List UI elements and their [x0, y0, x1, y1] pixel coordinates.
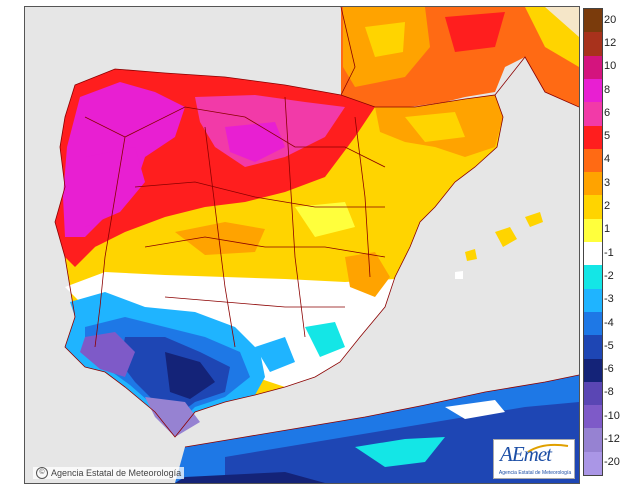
legend-swatch: [584, 78, 602, 103]
legend-swatch: [584, 358, 602, 383]
legend-label: 3: [604, 176, 611, 189]
legend-swatch: [584, 335, 602, 359]
legend-label: 5: [604, 130, 611, 143]
legend-swatch: [584, 148, 602, 173]
copyright-icon: ©: [36, 467, 48, 479]
legend-swatch: [584, 405, 602, 429]
legend-label: -5: [604, 339, 614, 352]
legend-label: 2: [604, 200, 611, 213]
credit-text: Agencia Estatal de Meteorología: [51, 468, 182, 478]
temperature-anomaly-map: © Agencia Estatal de Meteorología AEmet …: [24, 6, 580, 484]
legend-swatch: [584, 172, 602, 196]
legend-swatch: [584, 242, 602, 266]
iberia-region: [55, 69, 503, 437]
copyright-notice: © Agencia Estatal de Meteorología: [33, 467, 185, 479]
map-canvas: [25, 7, 579, 483]
legend-label: -20: [604, 456, 620, 469]
logo-swoosh-icon: [527, 443, 569, 453]
legend-label: -12: [604, 433, 620, 446]
legend-label: 10: [604, 60, 617, 73]
legend-label: 12: [604, 36, 617, 49]
legend-label: 20: [604, 13, 617, 26]
legend-swatch: [584, 32, 602, 57]
logo-subtitle: Agencia Estatal de Meteorología: [498, 470, 572, 476]
legend-label: 8: [604, 83, 611, 96]
legend-label: 4: [604, 153, 611, 166]
legend-label: -1: [604, 246, 614, 259]
legend-swatch: [584, 195, 602, 220]
legend-swatch: [584, 55, 602, 80]
legend-label: -2: [604, 269, 614, 282]
legend-swatch: [584, 381, 602, 406]
color-scale-legend: [583, 8, 603, 476]
legend-swatch: [584, 218, 602, 243]
legend-swatch: [584, 102, 602, 126]
legend-swatch: [584, 265, 602, 290]
legend-label: -10: [604, 409, 620, 422]
logo-mark: AEmet: [500, 442, 552, 466]
legend-swatch: [584, 9, 602, 33]
borders: [54, 7, 579, 448]
legend-label: 6: [604, 106, 611, 119]
legend-swatch: [584, 125, 602, 150]
legend-swatch: [584, 288, 602, 313]
legend-label: 1: [604, 223, 611, 236]
legend-swatch: [584, 428, 602, 453]
balearic-islands: [455, 212, 543, 279]
legend-label: -8: [604, 386, 614, 399]
legend-swatch: [584, 311, 602, 336]
legend-label: -3: [604, 293, 614, 306]
legend-label: -6: [604, 363, 614, 376]
france-region: [341, 7, 579, 112]
north-africa-region: [175, 375, 579, 483]
legend-swatch: [584, 451, 602, 476]
legend-label: -4: [604, 316, 614, 329]
aemet-logo: AEmet Agencia Estatal de Meteorología: [493, 439, 575, 479]
